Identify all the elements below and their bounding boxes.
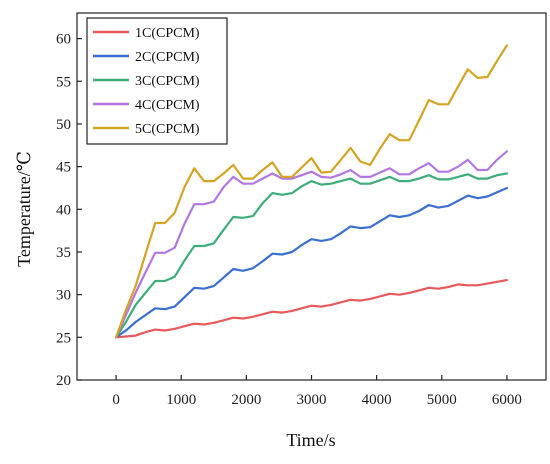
y-tick-label: 35	[56, 245, 71, 261]
legend-label: 2C(CPCM)	[135, 50, 200, 65]
x-tick-label: 4000	[362, 392, 392, 408]
legend-label: 5C(CPCM)	[135, 122, 200, 137]
series-line-3c-cpcm	[115, 172, 508, 339]
x-tick-label: 0	[112, 392, 120, 408]
y-tick-label: 40	[56, 202, 71, 218]
y-tick-label: 50	[56, 117, 71, 133]
x-axis-title: Time/s	[286, 430, 335, 450]
x-tick-label: 6000	[492, 392, 522, 408]
series-lines	[115, 44, 508, 339]
series-line-4c-cpcm	[115, 150, 508, 339]
legend: 1C(CPCM) 2C(CPCM) 3C(CPCM) 4C(CPCM) 5C(CPCM)	[86, 17, 228, 145]
x-tick-label: 5000	[427, 392, 457, 408]
x-tick-label: 3000	[297, 392, 327, 408]
y-tick-label: 45	[56, 160, 71, 176]
legend-label: 1C(CPCM)	[135, 26, 200, 41]
x-tick-label: 1000	[166, 392, 196, 408]
y-tick-label: 55	[56, 74, 71, 90]
series-line-5c-cpcm	[115, 44, 508, 339]
x-tick-label: 2000	[231, 392, 261, 408]
legend-label: 4C(CPCM)	[135, 98, 200, 113]
y-tick-label: 20	[56, 373, 71, 389]
series-line-2c-cpcm	[115, 186, 508, 339]
y-axis-title: Temperature/℃	[14, 151, 34, 267]
y-tick-label: 25	[56, 330, 71, 346]
series-line-1c-cpcm	[115, 279, 508, 339]
axes: 0 1000 2000 3000 4000 5000 6000 20 25 30 35 40 45 50 5…	[56, 12, 547, 408]
y-tick-label: 30	[56, 288, 71, 304]
y-tick-label: 60	[56, 32, 71, 48]
legend-label: 3C(CPCM)	[135, 74, 200, 89]
